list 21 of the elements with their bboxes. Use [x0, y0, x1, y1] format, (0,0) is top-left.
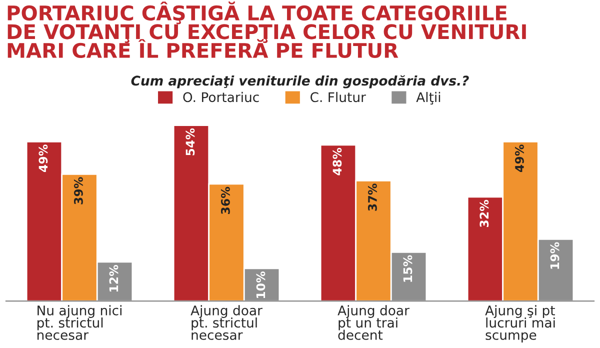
data-label: 12%: [109, 264, 118, 292]
data-label: 39%: [74, 177, 83, 204]
chart-subtitle: Cum apreciaţi veniturile din gospodăria dvs.?: [131, 75, 469, 88]
chart-title: PORTARIUC CÂŞTIGĂ LA TOATE CATEGORIILE DE VOTANŢI CU EXCEPŢIA CELOR CU VENITURI MARI CARE ÎL PREFERĂ PE FLUTUR: [8, 1, 526, 58]
data-label: 54%: [186, 128, 195, 156]
data-label: 49%: [514, 144, 524, 172]
x-tick-label: Nu ajung nici pt. strictul necesar: [37, 305, 122, 340]
legend-label: C. Flutur: [310, 92, 366, 102]
data-label: 19%: [550, 242, 560, 269]
data-label: 37%: [368, 184, 377, 211]
x-tick-label: Ajung şi pt lucruri mai scumpe: [485, 305, 555, 342]
legend-label: Alţii: [416, 92, 440, 105]
data-label: 32%: [480, 200, 489, 227]
x-tick-label: Ajung doar pt. strictul necesar: [190, 305, 262, 340]
data-label: 15%: [403, 255, 412, 282]
data-label: 48%: [332, 148, 342, 176]
data-label: 49%: [38, 144, 48, 172]
x-tick-label: Ajung doar pt un trai decent: [338, 305, 410, 340]
legend-label: O. Portariuc: [183, 92, 259, 102]
data-label: 10%: [256, 271, 266, 298]
data-label: 36%: [220, 186, 230, 214]
